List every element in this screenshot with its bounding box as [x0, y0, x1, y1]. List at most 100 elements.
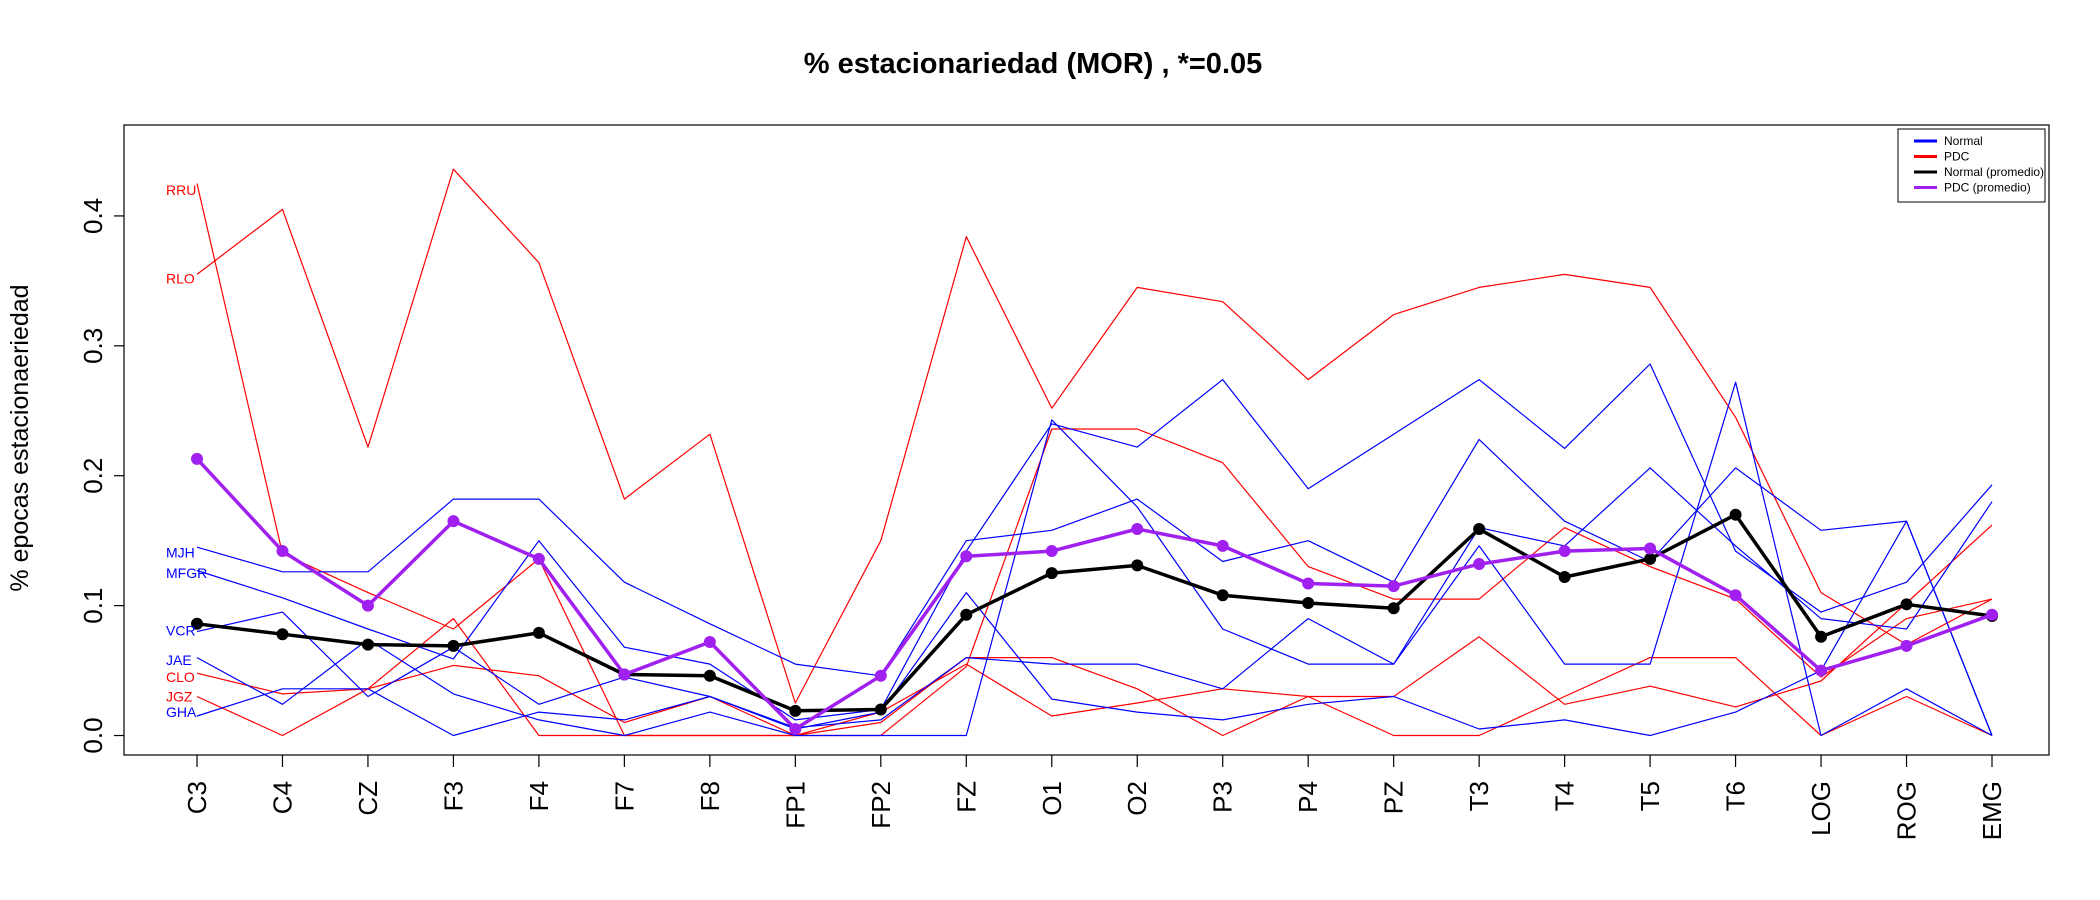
y-tick-label: 0.3 — [78, 328, 108, 364]
x-tick-label: F7 — [609, 781, 639, 811]
subject-label: GHA — [166, 704, 197, 720]
x-tick-label: ROG — [1892, 781, 1922, 840]
series-point-normal-promedio — [276, 628, 289, 641]
series-line-gha — [196, 467, 1993, 737]
series-point-pdc-promedio — [1216, 539, 1229, 552]
y-tick-label: 0.4 — [78, 198, 108, 234]
series-line-mjh — [196, 438, 1993, 736]
series-point-normal-promedio — [1558, 571, 1571, 584]
series-point-normal-promedio — [532, 626, 545, 639]
series-point-pdc-promedio — [447, 515, 460, 528]
x-tick-label: T4 — [1550, 781, 1580, 811]
series-point-pdc-promedio — [276, 545, 289, 558]
series-line-mfgr — [196, 363, 1993, 721]
subject-label: RLO — [166, 270, 195, 286]
x-tick-label: LOG — [1806, 781, 1836, 836]
subject-label: JGZ — [166, 689, 193, 705]
legend-label: PDC — [1944, 150, 1970, 164]
series-point-normal-promedio — [1815, 630, 1828, 643]
series-point-normal-promedio — [1473, 522, 1486, 535]
chart-title: % estacionariedad (MOR) , *=0.05 — [804, 48, 1263, 80]
x-tick-label: C3 — [182, 781, 212, 814]
x-tick-label: F8 — [695, 781, 725, 811]
series-point-pdc-promedio — [1387, 580, 1400, 593]
series-point-normal-promedio — [1387, 602, 1400, 615]
subject-label: MFGR — [166, 565, 207, 581]
series-line-pdc-promedio — [195, 457, 1993, 731]
subject-label: RRU — [166, 182, 196, 198]
subject-label: JAE — [166, 652, 192, 668]
series-point-normal-promedio — [1900, 598, 1913, 611]
series-point-normal-promedio — [1729, 508, 1742, 521]
series-line-clo — [196, 524, 1993, 737]
series-point-normal-promedio — [1216, 589, 1229, 602]
plot-frame — [123, 124, 2050, 756]
legend-label: PDC (promedio) — [1944, 181, 2031, 195]
x-axis: C3 C4 CZ F3 F4 F7 F8 FP1 FP2 FZ O1 O2 P3 P4 PZ T3 T4 T5 T6… — [182, 755, 2007, 840]
subject-label: VCR — [166, 622, 196, 638]
series-point-normal-promedio — [1302, 597, 1315, 610]
y-tick-label: 0.0 — [78, 717, 108, 753]
series-line-vcr — [196, 520, 1993, 737]
y-axis: 0.0 0.1 0.2 0.3 0.4 — [78, 198, 124, 754]
series-point-normal-promedio — [1045, 567, 1058, 580]
subject-label: MJH — [166, 544, 195, 560]
series-point-normal-promedio — [361, 638, 374, 651]
series-point-normal-promedio — [1644, 552, 1657, 565]
series-point-pdc-promedio — [1131, 522, 1144, 535]
series-line-jae — [196, 381, 1993, 737]
series-point-pdc-promedio — [1558, 545, 1571, 558]
series-point-pdc-promedio — [874, 669, 887, 682]
x-tick-label: T3 — [1464, 781, 1494, 811]
series-point-pdc-promedio — [1045, 545, 1058, 558]
y-tick-label: 0.2 — [78, 458, 108, 494]
legend-label: Normal — [1944, 134, 1983, 148]
x-tick-label: O2 — [1122, 781, 1152, 816]
series-point-pdc-promedio — [1302, 577, 1315, 590]
series-point-pdc-promedio — [532, 552, 545, 565]
series-point-pdc-promedio — [789, 723, 802, 736]
y-axis-label: % epocas estacionaeriedad — [6, 284, 34, 591]
x-tick-label: PZ — [1379, 781, 1409, 814]
x-tick-label: T5 — [1635, 781, 1665, 811]
x-tick-label: P4 — [1293, 781, 1323, 813]
x-tick-label: CZ — [353, 781, 383, 816]
series-point-pdc-promedio — [1900, 639, 1913, 652]
series-lines — [191, 168, 1998, 737]
legend-label: Normal (promedio) — [1944, 165, 2044, 179]
series-point-pdc-promedio — [361, 599, 374, 612]
x-tick-label: T6 — [1721, 781, 1751, 811]
series-point-normal-promedio — [1131, 559, 1144, 572]
series-point-pdc-promedio — [703, 635, 716, 648]
series-point-pdc-promedio — [1815, 664, 1828, 677]
x-tick-label: F4 — [524, 781, 554, 811]
x-tick-label: O1 — [1037, 781, 1067, 816]
series-point-normal-promedio — [874, 703, 887, 716]
series-point-pdc-promedio — [191, 452, 203, 465]
series-point-normal-promedio — [960, 608, 973, 621]
series-point-pdc-promedio — [618, 668, 631, 681]
series-point-pdc-promedio — [960, 550, 973, 563]
x-tick-label: P3 — [1208, 781, 1238, 813]
series-line-normal-promedio — [196, 512, 1993, 713]
x-tick-label: FZ — [951, 781, 981, 813]
series-line-rru — [196, 183, 1993, 737]
series-point-pdc-promedio — [1644, 542, 1657, 555]
series-point-pdc-promedio — [1473, 558, 1486, 571]
series-point-normal-promedio — [703, 669, 716, 682]
subject-label: CLO — [166, 669, 195, 685]
x-tick-label: F3 — [438, 781, 468, 811]
series-line-rlo — [196, 168, 1993, 704]
x-tick-label: FP2 — [866, 781, 896, 829]
x-tick-label: FP1 — [780, 781, 810, 829]
x-tick-label: EMG — [1977, 781, 2007, 840]
x-tick-label: C4 — [267, 781, 297, 814]
y-tick-label: 0.1 — [78, 588, 108, 624]
series-point-normal-promedio — [447, 639, 460, 652]
series-point-normal-promedio — [789, 704, 802, 717]
series-point-pdc-promedio — [1729, 589, 1742, 602]
series-point-pdc-promedio — [1986, 608, 1998, 621]
